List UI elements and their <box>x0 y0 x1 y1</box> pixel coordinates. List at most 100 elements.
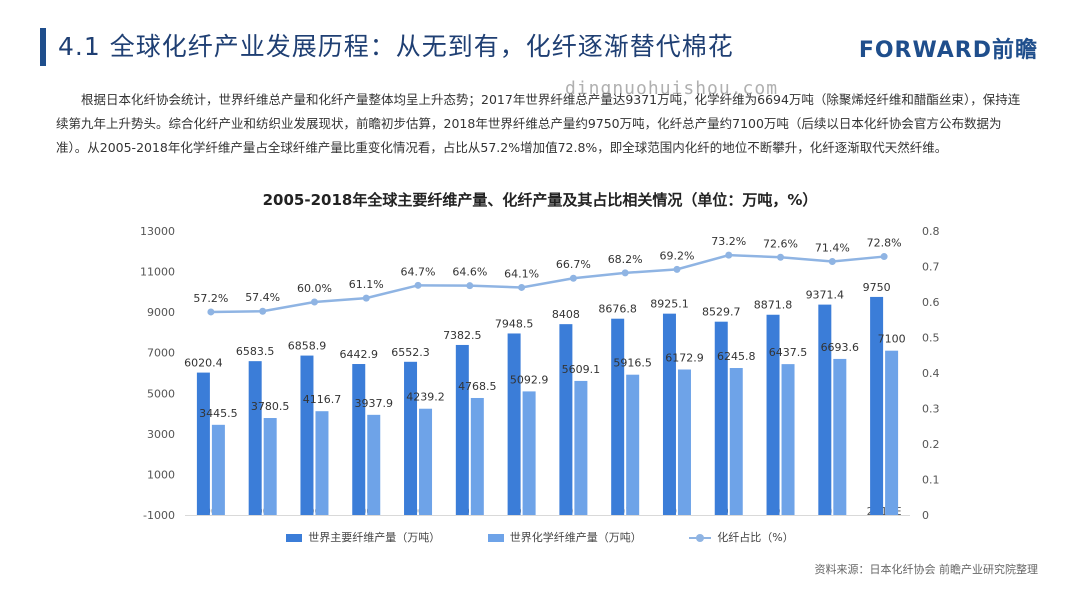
share-point <box>828 258 836 266</box>
data-label-total: 6858.9 <box>288 340 327 353</box>
data-label-total: 8925.1 <box>650 298 689 311</box>
bar-chemical <box>729 368 743 515</box>
y2-tick-label: 0.8 <box>922 225 940 238</box>
bar-total <box>714 321 728 515</box>
share-point <box>207 308 215 316</box>
legend-label-total: 世界主要纤维产量（万吨） <box>308 531 441 544</box>
watermark-text: dingnuohuishou.com <box>565 78 779 99</box>
legend-swatch-share <box>689 533 712 543</box>
source-note: 资料来源：日本化纤协会 前瞻产业研究院整理 <box>814 563 1039 576</box>
bar-total <box>870 296 884 515</box>
share-point <box>259 307 267 315</box>
share-point <box>569 274 577 282</box>
y2-tick-label: 0.7 <box>922 261 940 274</box>
data-label-share: 57.2% <box>193 292 228 305</box>
data-label-chemical: 7100 <box>878 333 906 346</box>
bar-chemical <box>885 350 899 515</box>
data-label-total: 7382.5 <box>443 329 482 342</box>
bar-chemical <box>315 411 329 515</box>
bar-chemical <box>470 397 484 515</box>
bar-chemical <box>211 424 225 515</box>
share-point <box>362 294 370 302</box>
legend-swatch-total <box>286 534 303 542</box>
bar-total <box>404 361 418 515</box>
bar-chemical <box>574 380 588 515</box>
y2-tick-label: 0.5 <box>922 332 940 345</box>
page-title: 4.1 全球化纤产业发展历程：从无到有，化纤逐渐替代棉花 <box>58 32 734 61</box>
data-label-chemical: 3445.5 <box>199 407 238 420</box>
data-label-chemical: 5609.1 <box>562 363 601 376</box>
share-point <box>414 281 422 289</box>
bar-total <box>559 324 573 515</box>
bar-chemical <box>781 364 795 515</box>
bar-total <box>611 318 625 515</box>
data-label-share: 64.6% <box>452 266 487 279</box>
share-line <box>210 253 885 314</box>
share-point <box>673 265 681 273</box>
bar-total <box>300 355 314 515</box>
data-label-chemical: 3780.5 <box>251 400 290 413</box>
y-tick-label: 13000 <box>140 225 175 238</box>
data-label-chemical: 6172.9 <box>665 351 704 364</box>
data-label-share: 66.7% <box>556 258 591 271</box>
y2-tick-label: 0.4 <box>922 367 940 380</box>
data-label-total: 9750 <box>863 281 891 294</box>
bar-chemical <box>367 414 381 515</box>
data-label-chemical: 3937.9 <box>355 397 394 410</box>
legend-item-total: 世界主要纤维产量（万吨） <box>286 529 440 545</box>
data-label-chemical: 6245.8 <box>717 350 756 363</box>
legend-label-chemical: 世界化学纤维产量（万吨） <box>509 531 642 544</box>
y-tick-label: 7000 <box>147 347 175 360</box>
bar-total <box>455 344 469 515</box>
data-label-share: 60.0% <box>297 282 332 295</box>
share-point <box>310 298 318 306</box>
legend-item-share: 化纤占比（%） <box>689 529 794 545</box>
bar-total <box>662 313 676 515</box>
data-label-total: 8676.8 <box>598 303 637 316</box>
data-label-total: 8408 <box>552 308 580 321</box>
data-label-total: 6020.4 <box>184 357 223 370</box>
data-label-total: 6552.3 <box>391 346 430 359</box>
bar-total <box>766 314 780 515</box>
brand-logo: FORWARD前瞻 <box>858 38 1038 63</box>
y-tick-label: 5000 <box>147 387 175 400</box>
bar-chemical <box>626 374 640 515</box>
data-label-total: 6442.9 <box>340 348 379 361</box>
bar-total <box>507 333 521 515</box>
y-tick-label: 1000 <box>147 468 175 481</box>
y-tick-label: 3000 <box>147 428 175 441</box>
y2-tick-label: 0.1 <box>922 474 940 487</box>
data-label-share: 72.8% <box>867 237 902 250</box>
data-label-total: 8871.8 <box>754 299 793 312</box>
chart-title: 2005-2018年全球主要纤维产量、化纤产量及其占比相关情况（单位：万吨，%） <box>262 191 818 209</box>
share-point <box>466 282 474 290</box>
legend-item-chemical: 世界化学纤维产量（万吨） <box>487 529 642 545</box>
data-label-share: 64.7% <box>401 265 436 278</box>
share-point <box>725 251 733 259</box>
share-point <box>880 253 888 261</box>
y2-tick-label: 0.2 <box>922 438 940 451</box>
data-label-share: 69.2% <box>659 249 694 262</box>
legend-swatch-chemical <box>487 534 504 542</box>
bar-chemical <box>677 369 691 515</box>
data-label-share: 64.1% <box>504 267 539 280</box>
y-tick-label: -1000 <box>143 509 175 522</box>
data-label-share: 71.4% <box>815 242 850 255</box>
data-label-share: 68.2% <box>608 253 643 266</box>
data-label-share: 73.2% <box>711 235 746 248</box>
data-label-total: 6583.5 <box>236 345 275 358</box>
bar-chemical <box>522 391 536 515</box>
data-label-chemical: 6437.5 <box>769 346 808 359</box>
data-label-share: 72.6% <box>763 237 798 250</box>
share-point <box>777 253 785 261</box>
data-label-share: 61.1% <box>349 278 384 291</box>
bar-chemical <box>263 418 277 515</box>
share-point <box>518 283 526 291</box>
data-label-chemical: 5092.9 <box>510 373 549 386</box>
y-tick-label: 11000 <box>140 266 175 279</box>
chart-legend: 世界主要纤维产量（万吨） 世界化学纤维产量（万吨） 化纤占比（%） <box>0 529 1080 545</box>
bar-total <box>352 364 366 515</box>
bar-total <box>818 304 832 515</box>
bar-chemical <box>833 358 847 515</box>
